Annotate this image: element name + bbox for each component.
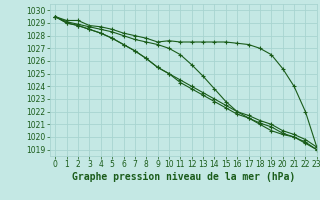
X-axis label: Graphe pression niveau de la mer (hPa): Graphe pression niveau de la mer (hPa) bbox=[72, 172, 295, 182]
